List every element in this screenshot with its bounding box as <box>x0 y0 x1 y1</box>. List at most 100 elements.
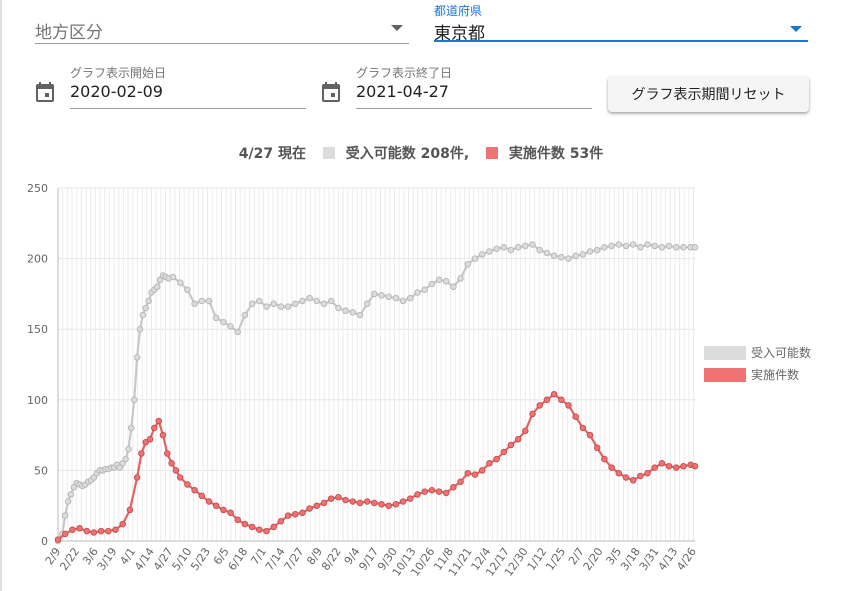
data-point <box>169 273 177 281</box>
data-point <box>313 297 321 305</box>
data-point <box>457 478 464 485</box>
calendar-icon[interactable] <box>322 82 340 102</box>
y-tick-label: 250 <box>27 182 48 195</box>
data-point <box>522 427 529 435</box>
data-point <box>673 244 680 251</box>
data-point <box>371 499 378 507</box>
chart-title-capacity-text: 受入可能数 208件, <box>345 146 470 162</box>
data-point <box>61 512 69 519</box>
x-tick-label: 7/27 <box>282 545 307 573</box>
legend-swatch[interactable] <box>704 368 746 382</box>
data-point <box>64 498 72 505</box>
start-date-field[interactable]: グラフ表示開始日 2020-02-09 <box>36 60 306 110</box>
x-tick-label: 2/22 <box>57 545 82 573</box>
data-point <box>558 396 565 404</box>
data-point <box>622 242 630 250</box>
data-point <box>471 255 479 262</box>
data-point <box>691 244 699 251</box>
data-point <box>392 294 400 302</box>
chart-title-capacity-swatch <box>322 147 335 159</box>
data-point <box>277 517 285 525</box>
data-point <box>421 286 428 293</box>
data-point <box>220 506 227 514</box>
data-point <box>270 523 277 531</box>
data-point <box>522 242 529 250</box>
data-point <box>529 241 536 248</box>
data-point <box>378 501 385 508</box>
data-point <box>680 462 687 470</box>
data-point <box>212 502 220 509</box>
data-point <box>155 417 162 425</box>
triangle-down-icon[interactable] <box>790 26 802 32</box>
x-tick-label: 4/27 <box>151 545 176 573</box>
data-point <box>176 474 184 481</box>
triangle-down-icon[interactable] <box>391 25 403 31</box>
data-point <box>54 536 62 543</box>
x-tick-label: 4/14 <box>132 545 157 573</box>
legend-swatch[interactable] <box>704 346 746 360</box>
start-date-value[interactable]: 2020-02-09 <box>70 82 163 101</box>
calendar-icon[interactable] <box>36 82 54 102</box>
data-point <box>270 300 277 308</box>
legend-label[interactable]: 受入可能数 <box>751 345 811 360</box>
data-point <box>500 244 508 251</box>
data-point <box>457 275 464 282</box>
data-point <box>184 481 191 488</box>
data-point <box>122 455 129 463</box>
data-point <box>593 246 601 254</box>
prefecture-select[interactable]: 都道府県 東京都 <box>434 2 808 44</box>
data-point <box>579 251 587 258</box>
data-point <box>435 488 443 495</box>
reset-date-range-button[interactable]: グラフ表示期間リセット <box>608 76 809 112</box>
data-point <box>665 242 673 250</box>
data-point <box>139 311 147 319</box>
data-point <box>125 445 132 453</box>
data-point <box>471 471 479 478</box>
data-point <box>385 502 392 509</box>
data-point <box>550 252 558 260</box>
data-point <box>414 289 421 296</box>
x-tick-label: 1/12 <box>525 545 550 573</box>
data-point <box>116 464 124 471</box>
end-date-field[interactable]: グラフ表示終了日 2021-04-27 <box>322 60 592 110</box>
data-point <box>142 304 149 312</box>
data-point <box>651 242 658 250</box>
y-tick-label: 50 <box>34 464 48 477</box>
data-point <box>514 244 522 251</box>
end-date-value[interactable]: 2021-04-27 <box>356 82 449 101</box>
data-point <box>335 493 342 501</box>
prefecture-select-underline <box>434 40 808 42</box>
data-point <box>558 253 565 261</box>
data-point <box>637 244 644 251</box>
data-point <box>198 492 206 500</box>
data-point <box>586 248 594 255</box>
data-point <box>342 496 349 504</box>
data-point <box>378 292 385 299</box>
data-point <box>292 300 299 308</box>
chart-title-date: 4/27 現在 <box>238 146 306 162</box>
prefecture-select-label: 都道府県 <box>434 4 483 18</box>
data-point <box>349 498 357 505</box>
data-point <box>615 469 623 477</box>
data-point <box>198 297 206 305</box>
y-tick-label: 0 <box>41 535 48 548</box>
data-point <box>665 462 673 470</box>
x-tick-label: 4/26 <box>674 545 699 573</box>
data-point <box>212 314 220 322</box>
data-point <box>263 527 270 535</box>
data-point <box>248 300 256 308</box>
legend-label[interactable]: 実施件数 <box>751 367 799 382</box>
data-point <box>126 506 134 514</box>
region-select[interactable]: 地方区分 <box>35 10 409 44</box>
data-point <box>601 244 608 251</box>
region-select-underline <box>35 43 409 44</box>
data-point <box>133 354 141 361</box>
x-tick-label: 4/13 <box>656 545 681 573</box>
data-point <box>184 286 191 293</box>
data-point <box>168 460 175 467</box>
data-point <box>320 499 328 507</box>
data-point <box>550 390 558 398</box>
data-point <box>277 303 285 310</box>
data-point <box>356 499 364 507</box>
